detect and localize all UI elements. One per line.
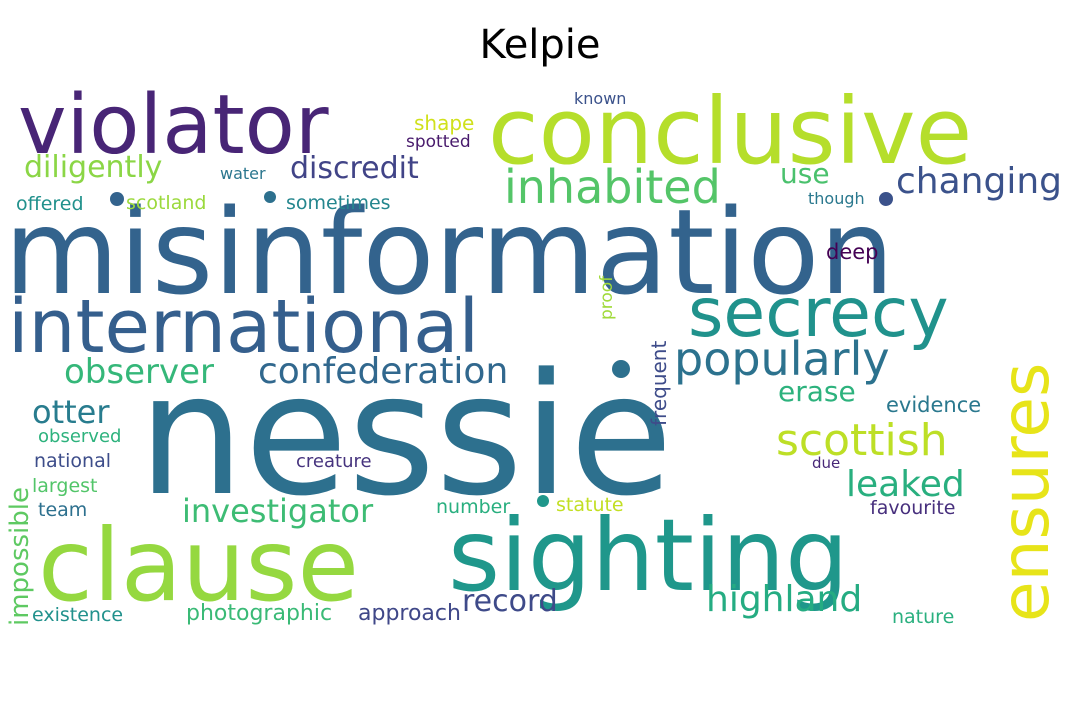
word-international: international <box>8 284 479 370</box>
word-nature: nature <box>892 606 954 628</box>
word-clause: clause <box>38 507 359 624</box>
word-secrecy: secrecy <box>688 274 949 353</box>
word-conclusive: conclusive <box>488 78 972 185</box>
word-team: team <box>38 499 87 521</box>
word-evidence: evidence <box>886 393 981 417</box>
word-statute: statute <box>556 494 624 516</box>
word-discredit: discredit <box>290 151 419 186</box>
word-deep: deep <box>826 240 879 264</box>
cloud-title: Kelpie <box>479 22 601 68</box>
word-frequent: frequent <box>647 341 671 426</box>
dot <box>264 191 276 203</box>
word-highland: highland <box>706 579 862 620</box>
word-popularly: popularly <box>674 332 890 386</box>
dot <box>612 360 630 378</box>
word-existence: existence <box>32 604 123 626</box>
word-approach: approach <box>358 601 461 626</box>
word-though: though <box>808 189 865 208</box>
word-number: number <box>436 496 510 518</box>
word-national: national <box>34 450 111 472</box>
word-known: known <box>574 89 626 108</box>
word-photographic: photographic <box>186 601 332 626</box>
word-record: record <box>462 584 558 619</box>
word-observed: observed <box>38 426 121 447</box>
word-violator: violator <box>18 78 329 173</box>
word-due: due <box>812 454 840 472</box>
word-offered: offered <box>16 193 84 215</box>
word-scotland: scotland <box>126 192 206 214</box>
dot <box>537 495 549 507</box>
word-ensures: ensures <box>987 363 1064 622</box>
word-shape: shape <box>414 111 474 135</box>
word-nessie: nessie <box>138 337 673 533</box>
word-use: use <box>780 157 830 190</box>
word-water: water <box>220 164 266 183</box>
word-largest: largest <box>32 475 98 497</box>
dot <box>110 192 124 206</box>
word-inhabited: inhabited <box>504 160 721 214</box>
word-investigator: investigator <box>182 492 374 530</box>
word-sometimes: sometimes <box>286 192 391 214</box>
word-leaked: leaked <box>846 464 965 505</box>
word-changing: changing <box>896 161 1062 202</box>
word-sighting: sighting <box>448 497 849 614</box>
word-misinformation: misinformation <box>4 183 894 321</box>
word-proof: proof <box>597 275 617 320</box>
word-erase: erase <box>778 375 856 408</box>
word-creature: creature <box>296 451 372 472</box>
word-scottish: scottish <box>776 415 948 466</box>
word-otter: otter <box>32 393 110 431</box>
word-confederation: confederation <box>258 351 508 392</box>
word-favourite: favourite <box>870 497 955 519</box>
word-observer: observer <box>64 352 214 392</box>
word-impossible: impossible <box>5 487 35 626</box>
word-diligently: diligently <box>24 150 162 185</box>
word-spotted: spotted <box>406 132 471 152</box>
dot <box>879 192 893 206</box>
